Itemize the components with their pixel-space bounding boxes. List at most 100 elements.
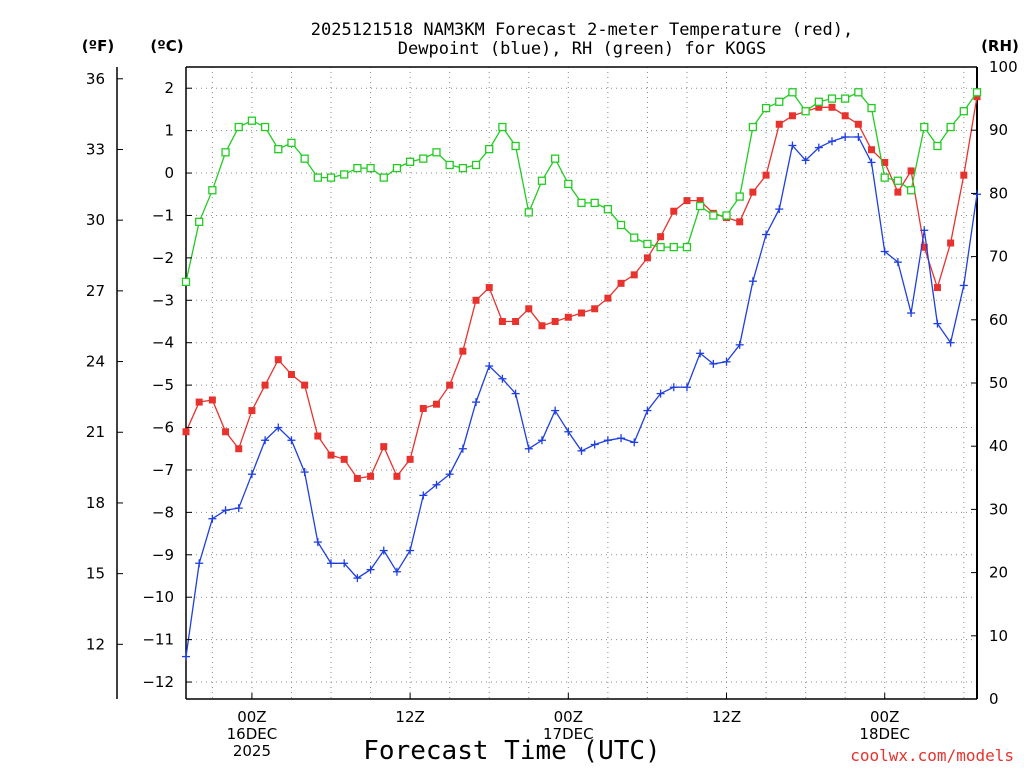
temperature-point [749,188,757,196]
dewpoint-point [775,205,784,214]
x-tick-label: 2025 [233,742,271,760]
temperature-point [340,455,348,463]
fahrenheit-tick-label: 21 [86,423,105,441]
temperature-point [222,428,230,436]
rh-point [564,179,573,189]
celsius-tick-label: −8 [152,503,174,521]
dewpoint-point [814,143,823,152]
rh-point [643,239,652,249]
dewpoint-point [933,319,942,328]
dewpoint-point [366,565,375,574]
rh-point [748,122,758,132]
fahrenheit-tick-label: 24 [86,353,105,371]
dewpoint-point [827,137,836,146]
rh-point [524,208,533,217]
rh-point [841,94,850,103]
dewpoint-point [669,383,678,392]
dewpoint-point [788,141,797,150]
rh-point [696,201,705,211]
x-tick-label: 18DEC [859,725,910,743]
temperature-point [525,305,533,313]
rh-tick-label: 20 [989,564,1008,582]
temperature-point [670,207,678,215]
dewpoint-point [867,158,876,167]
temperature-point [287,371,295,379]
temperature-point [854,120,862,128]
dewpoint-point [274,423,283,432]
dewpoint-point [748,277,757,286]
temperature-point [419,404,427,412]
x-tick-label: 00Z [554,708,583,726]
dewpoint-point [392,567,401,576]
dewpoint-point [696,349,705,358]
rh-point [379,173,388,182]
celsius-tick-label: −1 [152,206,174,224]
temperature-point [591,305,599,313]
dewpoint-point [472,398,481,407]
rh-tick-label: 70 [989,248,1008,266]
dewpoint-point [907,309,916,318]
x-tick-label: 17DEC [543,725,594,743]
rh-point [920,122,929,132]
dewpoint-point [419,491,428,500]
rh-tick-label: 50 [989,374,1008,392]
dewpoint-point [234,504,243,513]
dewpoint-point [722,357,731,366]
rh-point [735,192,744,201]
rh-point [801,107,810,116]
series-rh [181,88,982,287]
fahrenheit-tick-label: 15 [86,565,105,583]
temperature-point [657,233,665,241]
temperature-point [960,171,968,179]
rh-point [775,97,784,106]
rh-point [537,176,547,185]
temperature-point [261,381,269,389]
temperature-point [551,317,559,325]
rh-point [906,186,916,195]
temperature-point [498,317,506,325]
dewpoint-point [854,132,863,141]
dewpoint-point [221,506,230,515]
celsius-unit-label: (ºC) [150,37,183,55]
rh-point [854,88,863,97]
rh-point [827,94,837,103]
dewpoint-point [313,538,322,547]
dewpoint-point [643,406,652,415]
rh-point [682,242,692,252]
rh-point [498,122,507,132]
temperature-point [881,158,889,166]
temperature-point [459,347,467,355]
rh-point [340,170,349,179]
temperature-point [485,284,493,292]
temperature-point [564,313,572,321]
temperature-point [920,243,928,251]
celsius-tick-label: −9 [152,546,174,564]
temperature-point [973,93,981,101]
rh-tick-label: 40 [989,437,1008,455]
dewpoint-point [682,383,691,392]
dewpoint-point [603,436,612,445]
rh-point [234,122,243,132]
temperature-point [432,400,440,408]
dewpoint-point [445,470,454,479]
rh-point [445,160,454,170]
chart-title-line-1: 2025121518 NAM3KM Forecast 2-meter Tempe… [311,20,853,40]
dewpoint-point [959,281,968,290]
celsius-tick-label: −7 [152,461,174,479]
temperature-point [775,120,783,128]
temperature-point [446,381,454,389]
dewpoint-point [195,559,204,568]
celsius-tick-label: −6 [152,419,174,437]
temperature-point [788,112,796,120]
temperature-point [907,167,915,175]
rh-point [221,148,230,157]
rh-point [959,107,968,116]
temperature-point [512,317,520,325]
rh-point [485,145,494,154]
dewpoint-point [577,446,586,455]
rh-tick-label: 30 [989,500,1008,518]
celsius-tick-label: 1 [164,122,174,140]
rh-tick-label: 10 [989,627,1008,645]
rh-point [274,145,283,154]
dewpoint-point [920,226,929,235]
